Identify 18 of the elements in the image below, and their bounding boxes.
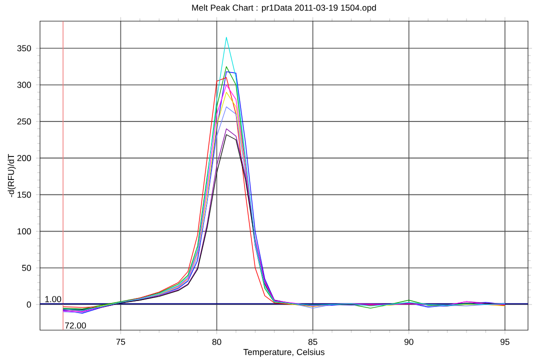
y-tick-label: 150 xyxy=(18,192,31,198)
y-tick-label: 350 xyxy=(17,45,31,52)
y-tick-label: 200 xyxy=(17,154,31,162)
x-axis-title: Temperature, Celsius xyxy=(243,348,324,357)
ref-line-label: 1.00 xyxy=(45,296,62,302)
x-tick-label: 85 xyxy=(308,338,318,345)
x-tick-label: 95 xyxy=(500,338,510,345)
y-tick-label: 100 xyxy=(18,228,31,234)
y-tick-label: 0 xyxy=(26,301,31,308)
x-tick-label: 90 xyxy=(404,338,414,345)
y-tick-label: 50 xyxy=(22,264,31,271)
y-tick-label: 300 xyxy=(17,82,31,88)
ref-line-label: 72.00 xyxy=(65,322,86,328)
chart-title: Melt Peak Chart : pr1Data 2011-03-19 1504.opd xyxy=(192,4,376,12)
y-tick-label: 250 xyxy=(17,118,31,124)
x-tick-label: 75 xyxy=(116,338,126,345)
y-axis-title: -d(RFU)/dT xyxy=(8,154,16,198)
x-tick-label: 80 xyxy=(212,338,222,345)
